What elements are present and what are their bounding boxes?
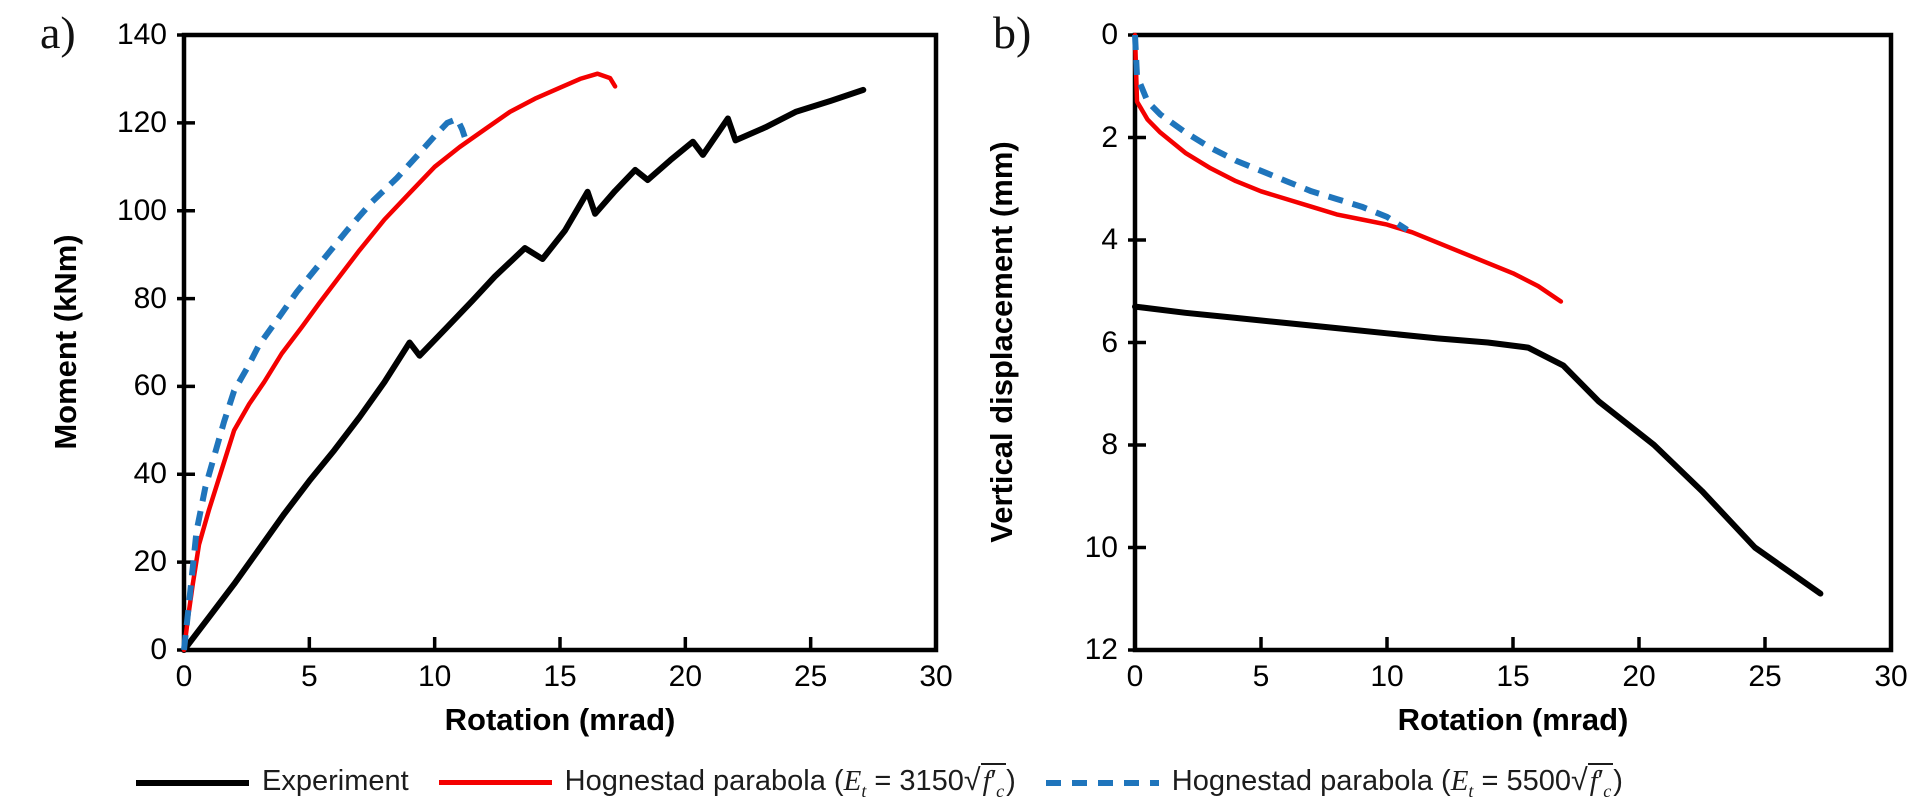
x-tick-label-b: 30 xyxy=(1874,660,1908,693)
y-axis-title-moment: Moment (kNm) xyxy=(48,234,83,450)
plot-frame-a xyxy=(181,32,939,653)
x-axis-title-rotation-b: Rotation (mrad) xyxy=(1397,702,1629,737)
y-tick-label-a: 140 xyxy=(116,18,167,51)
legend-line-sample-experiment xyxy=(136,779,249,786)
x-tick-label-a: 25 xyxy=(793,660,828,693)
x-tick-label-b: 0 xyxy=(1126,660,1144,693)
y-tick-label-b: 12 xyxy=(1084,633,1118,666)
curve-hognestad-5500-a xyxy=(181,115,468,651)
legend-item-experiment: Experiment xyxy=(136,764,409,797)
legend-line-sample-hognestad-3150 xyxy=(438,780,552,786)
x-tick-label-a: 20 xyxy=(668,660,703,693)
x-tick-label-b: 10 xyxy=(1370,660,1404,693)
y-tick-label-a: 20 xyxy=(133,545,167,579)
y-axis-title-displacement: Vertical displacement (mm) xyxy=(984,141,1019,543)
legend-label-experiment: Experiment xyxy=(262,765,409,797)
x-tick-label-b: 25 xyxy=(1748,660,1782,693)
y-tick-label-b: 0 xyxy=(1101,18,1118,51)
x-tick-label-a: 0 xyxy=(175,660,193,693)
curve-hognestad-5500-b xyxy=(1132,34,1409,233)
y-tick-label-b: 8 xyxy=(1101,428,1118,461)
x-tick-label-a: 30 xyxy=(919,660,953,693)
y-tick-label-a: 80 xyxy=(133,281,167,315)
legend-line-sample-hognestad-5500 xyxy=(1045,779,1159,786)
y-tick-label-b: 10 xyxy=(1084,530,1118,564)
curve-hognestad-3150-a xyxy=(181,71,618,653)
y-tick-label-a: 60 xyxy=(133,369,167,403)
x-tick-label-b: 15 xyxy=(1496,660,1530,693)
legend-item-hognestad-3150: Hognestad parabola (Et = 3150√f′c) xyxy=(438,763,1016,797)
y-tick-label-a: 120 xyxy=(116,105,167,139)
y-tick-label-a: 40 xyxy=(133,457,167,491)
curve-experiment-a xyxy=(181,86,867,653)
panel-a-tag: a) xyxy=(40,7,76,58)
x-tick-label-a: 5 xyxy=(300,660,318,693)
x-tick-label-b: 20 xyxy=(1622,660,1656,693)
plot-frame-b xyxy=(1132,32,1894,653)
x-tick-label-b: 5 xyxy=(1252,660,1270,693)
x-tick-label-a: 15 xyxy=(543,660,577,693)
y-tick-label-b: 6 xyxy=(1101,325,1118,359)
x-axis-title-rotation-a: Rotation (mrad) xyxy=(444,702,676,737)
panel-b-tag: b) xyxy=(993,7,1032,58)
y-tick-label-a: 100 xyxy=(116,193,167,227)
y-tick-label-b: 4 xyxy=(1101,223,1118,256)
curve-experiment-b xyxy=(1132,303,1824,597)
curve-hognestad-3150-b xyxy=(1132,32,1564,304)
legend-item-hognestad-5500: Hognestad parabola (Et = 5500√f′c) xyxy=(1045,763,1623,797)
legend-label-hognestad-3150: Hognestad parabola (Et = 3150√f′c) xyxy=(564,763,1016,797)
legend: Experiment Hognestad parabola (Et = 3150… xyxy=(136,763,1623,797)
y-tick-label-a: 0 xyxy=(150,633,167,666)
legend-label-hognestad-5500: Hognestad parabola (Et = 5500√f′c) xyxy=(1171,763,1623,797)
x-tick-label-a: 10 xyxy=(417,660,452,693)
y-tick-label-b: 2 xyxy=(1101,120,1118,154)
